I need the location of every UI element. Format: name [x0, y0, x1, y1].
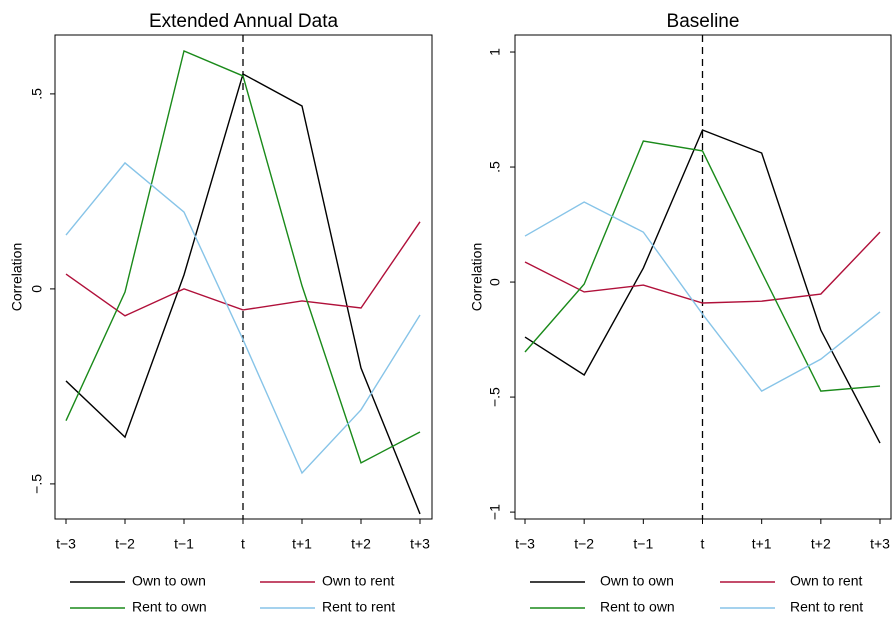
- chart-title: Baseline: [667, 11, 740, 32]
- y-tick-label: −1: [487, 504, 503, 520]
- x-tick-label: t−2: [115, 536, 135, 552]
- legend-label: Rent to own: [600, 599, 675, 615]
- series-line: [524, 231, 881, 304]
- y-tick-label: 0: [487, 278, 503, 286]
- legend-label: Own to rent: [322, 573, 394, 589]
- x-tick-label: t+1: [292, 536, 312, 552]
- series-line: [524, 140, 881, 392]
- legend-label: Rent to rent: [322, 599, 395, 615]
- y-axis-label: Correlation: [9, 243, 25, 311]
- legend-label: Own to rent: [790, 573, 862, 589]
- x-tick-label: t−1: [633, 536, 653, 552]
- series-line: [65, 72, 421, 515]
- x-tick-label: t−1: [174, 536, 194, 552]
- legend-label: Own to own: [132, 573, 206, 589]
- x-tick-label: t−3: [56, 536, 76, 552]
- x-tick-label: t+2: [351, 536, 371, 552]
- y-axis-label: Correlation: [469, 243, 485, 311]
- chart-title: Extended Annual Data: [149, 11, 339, 32]
- y-tick-label: 0: [29, 285, 45, 293]
- y-tick-label: .5: [487, 161, 503, 173]
- y-tick-label: 1: [487, 48, 503, 56]
- y-tick-label: −.5: [487, 387, 503, 407]
- x-tick-label: t+3: [870, 536, 890, 552]
- series-line: [65, 221, 421, 317]
- x-tick-label: t: [241, 536, 245, 552]
- legend-label: Rent to rent: [790, 599, 863, 615]
- x-tick-label: t+2: [811, 536, 831, 552]
- legend-label: Rent to own: [132, 599, 207, 615]
- x-tick-label: t+1: [752, 536, 772, 552]
- series-line: [524, 201, 881, 392]
- x-tick-label: t−3: [515, 536, 535, 552]
- legend-label: Own to own: [600, 573, 674, 589]
- series-line: [524, 129, 881, 444]
- y-tick-label: .5: [29, 88, 45, 100]
- x-tick-label: t−2: [574, 536, 594, 552]
- y-tick-label: −.5: [29, 474, 45, 494]
- series-line: [65, 161, 421, 475]
- x-tick-label: t+3: [410, 536, 430, 552]
- series-line: [65, 50, 421, 464]
- x-tick-label: t: [701, 536, 705, 552]
